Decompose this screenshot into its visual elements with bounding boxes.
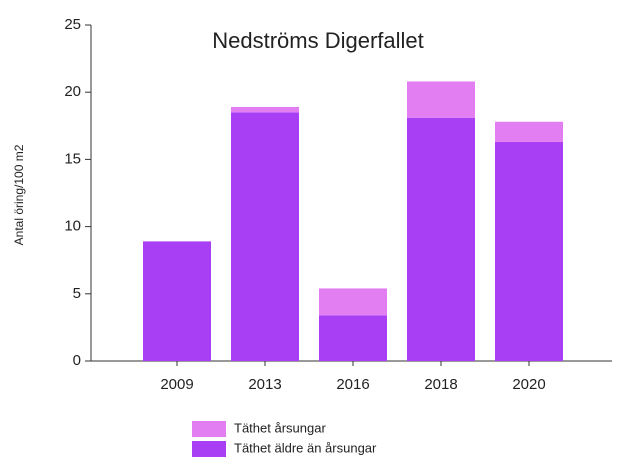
bar-segment [495,141,563,361]
bar-segment [319,288,387,316]
legend-label: Täthet årsungar [234,420,326,435]
y-tick-label: 0 [73,352,81,369]
y-tick-label: 25 [64,16,81,33]
x-tick-label: 2016 [336,376,369,393]
y-tick-label: 20 [64,83,81,100]
bar-segment [143,241,211,361]
legend-swatch [192,441,226,457]
legend-swatch [192,421,226,437]
x-tick-label: 2013 [248,376,281,393]
bar-segment [319,315,387,361]
bar-segment [231,106,299,113]
bar-segment [495,121,563,142]
bar-segment [407,117,475,362]
bar-segment [407,81,475,118]
bar-segment [231,112,299,361]
x-tick-label: 2018 [424,376,457,393]
x-tick-label: 2020 [512,376,545,393]
y-tick-label: 15 [64,150,81,167]
y-axis-label: Antal öring/100 m2 [12,144,26,245]
chart-title: Nedströms Digerfallet [212,28,424,53]
y-tick-label: 10 [64,218,81,235]
x-tick-label: 2009 [160,376,193,393]
y-tick-label: 5 [73,285,81,302]
legend-label: Täthet äldre än årsungar [234,440,377,455]
